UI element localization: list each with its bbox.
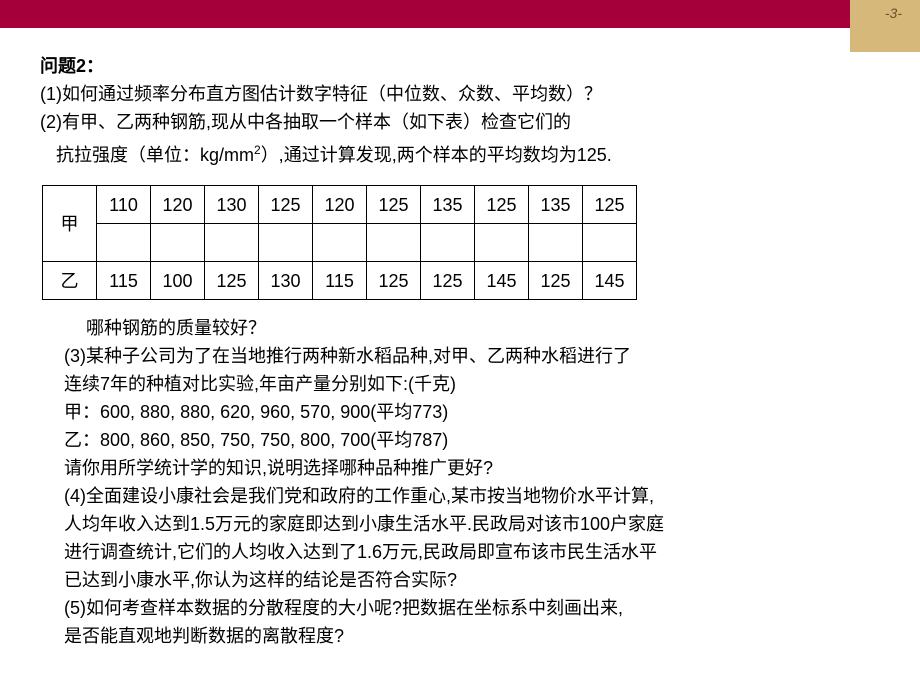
- table-cell-empty: [97, 224, 151, 262]
- q4-l1: (4)全面建设小康社会是我们党和政府的工作重心,某市按当地物价水平计算,: [64, 482, 890, 510]
- table-cell-empty: [313, 224, 367, 262]
- q3-l5: 请你用所学统计学的知识,说明选择哪种品种推广更好?: [64, 454, 890, 482]
- table-cell: 125: [367, 186, 421, 224]
- table-cell: 135: [421, 186, 475, 224]
- table-cell-empty: [529, 224, 583, 262]
- q3-l3: 甲：600, 880, 880, 620, 960, 570, 900(平均77…: [64, 398, 890, 426]
- question-title: 问题2：: [40, 52, 890, 80]
- q3-l1: (3)某种子公司为了在当地推行两种新水稻品种,对甲、乙两种水稻进行了: [64, 342, 890, 370]
- row-label-jia: 甲: [43, 186, 97, 262]
- q2-line2-pre: 抗拉强度（单位：kg/mm: [56, 145, 254, 165]
- table-cell: 115: [97, 262, 151, 300]
- table-row: 甲 110 120 130 125 120 125 135 125 135 12…: [43, 186, 637, 224]
- table-cell: 130: [259, 262, 313, 300]
- q4-l4: 已达到小康水平,你认为这样的结论是否符合实际?: [64, 566, 890, 594]
- table-cell: 145: [583, 262, 637, 300]
- table-cell-empty: [259, 224, 313, 262]
- q2-line2: 抗拉强度（单位：kg/mm2）,通过计算发现,两个样本的平均数均为125.: [40, 136, 890, 169]
- table-cell: 135: [529, 186, 583, 224]
- table-cell-empty: [475, 224, 529, 262]
- q2-line2-sup: 2: [254, 143, 261, 157]
- q4-l2: 人均年收入达到1.5万元的家庭即达到小康生活水平.民政局对该市100户家庭: [64, 510, 890, 538]
- q2-line2-post: ）,通过计算发现,两个样本的平均数均为125.: [261, 145, 612, 165]
- q3-l2: 连续7年的种植对比实验,年亩产量分别如下:(千克): [64, 370, 890, 398]
- q1-text: (1)如何通过频率分布直方图估计数字特征（中位数、众数、平均数）？: [40, 80, 890, 108]
- table-cell: 120: [151, 186, 205, 224]
- q2-after: 哪种钢筋的质量较好？: [64, 314, 890, 342]
- table-cell: 125: [475, 186, 529, 224]
- q5-l2: 是否能直观地判断数据的离散程度?: [64, 622, 890, 650]
- table-cell-empty: [151, 224, 205, 262]
- data-table: 甲 110 120 130 125 120 125 135 125 135 12…: [42, 185, 637, 300]
- table-cell: 125: [367, 262, 421, 300]
- table-cell: 130: [205, 186, 259, 224]
- page-number: -3-: [885, 5, 902, 21]
- row-label-yi: 乙: [43, 262, 97, 300]
- table-cell: 125: [259, 186, 313, 224]
- table-cell-empty: [205, 224, 259, 262]
- q2-line1: (2)有甲、乙两种钢筋,现从中各抽取一个样本（如下表）检查它们的: [40, 108, 890, 136]
- table-cell: 125: [529, 262, 583, 300]
- table-row: 乙 115 100 125 130 115 125 125 145 125 14…: [43, 262, 637, 300]
- table-cell: 120: [313, 186, 367, 224]
- table-cell-empty: [583, 224, 637, 262]
- q4-l3: 进行调查统计,它们的人均收入达到了1.6万元,民政局即宣布该市民生活水平: [64, 538, 890, 566]
- content-area: 问题2： (1)如何通过频率分布直方图估计数字特征（中位数、众数、平均数）？ (…: [40, 52, 890, 650]
- table-cell: 125: [205, 262, 259, 300]
- table-cell: 145: [475, 262, 529, 300]
- table-cell: 125: [583, 186, 637, 224]
- top-bar: [0, 0, 920, 28]
- q5-l1: (5)如何考查样本数据的分散程度的大小呢?把数据在坐标系中刻画出来,: [64, 594, 890, 622]
- q3-l4: 乙：800, 860, 850, 750, 750, 800, 700(平均78…: [64, 426, 890, 454]
- table-cell: 100: [151, 262, 205, 300]
- table-cell: 110: [97, 186, 151, 224]
- table-cell: 115: [313, 262, 367, 300]
- table-cell-empty: [421, 224, 475, 262]
- table-row: [43, 224, 637, 262]
- table-cell: 125: [421, 262, 475, 300]
- table-cell-empty: [367, 224, 421, 262]
